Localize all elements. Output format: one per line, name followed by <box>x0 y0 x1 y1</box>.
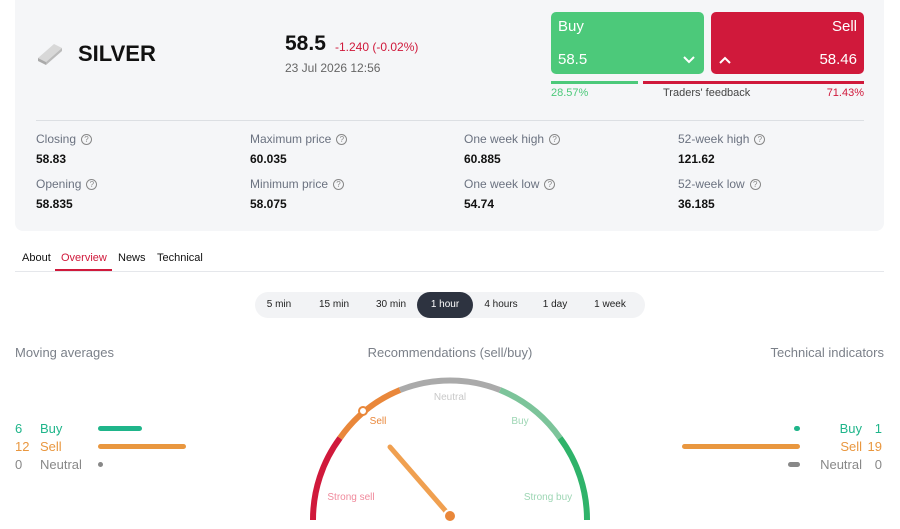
stat-value: 121.62 <box>678 152 715 166</box>
bar <box>793 426 800 431</box>
buy-label: Buy <box>558 18 584 35</box>
gauge-arc <box>337 387 402 440</box>
stat-label: 52-week low? <box>678 177 761 191</box>
stat-label: Maximum price? <box>250 132 348 146</box>
gauge-arc <box>557 436 591 521</box>
period-pill[interactable]: 1 day <box>542 299 568 310</box>
stat-value: 60.035 <box>250 152 287 166</box>
needle-hub <box>443 509 457 523</box>
feedback-label: Traders' feedback <box>663 87 751 99</box>
sell-button[interactable]: Sell 58.46 <box>711 12 864 74</box>
info-icon[interactable]: ? <box>333 179 345 190</box>
chevron <box>719 56 731 64</box>
section-title: Moving averages <box>15 345 114 360</box>
tab[interactable]: Technical <box>157 252 203 264</box>
period-pill[interactable]: 30 min <box>375 299 406 310</box>
tabs-divider <box>15 271 884 272</box>
sell-label: Sell <box>831 18 857 35</box>
gauge-label: Strong buy <box>524 492 572 503</box>
buy-button[interactable]: Buy 58.5 <box>551 12 704 74</box>
sell-share: 71.43% <box>826 87 864 99</box>
silver-icon <box>38 44 62 65</box>
info-icon[interactable]: ? <box>544 179 556 190</box>
instrument-name: SILVER <box>78 41 156 66</box>
count: 0 <box>874 457 882 472</box>
count: 6 <box>15 421 23 436</box>
stat-label: 52-week high? <box>678 132 766 146</box>
stat-value: 60.885 <box>464 152 501 166</box>
tab[interactable]: About <box>22 252 51 264</box>
gauge: Strong sell Sell Neutral Buy Strong buy <box>309 377 591 523</box>
sell-share-bar <box>643 81 864 84</box>
row-label: Neutral <box>40 457 82 472</box>
gauge-marker <box>358 406 368 416</box>
period-pill[interactable]: 15 min <box>318 299 349 310</box>
buy-share-bar <box>551 81 638 84</box>
row-label: Sell <box>840 439 862 454</box>
count: 12 <box>15 439 30 454</box>
info-icon[interactable]: ? <box>86 179 98 190</box>
gauge-arc <box>498 387 563 440</box>
stat-value: 58.075 <box>250 197 287 211</box>
info-icon[interactable]: ? <box>336 134 348 145</box>
row-label: Sell <box>40 439 62 454</box>
stat-label: One week low? <box>464 177 556 191</box>
gauge-label: Sell <box>370 416 387 427</box>
period-pill[interactable]: 4 hours <box>484 299 518 310</box>
info-icon[interactable]: ? <box>81 134 93 145</box>
section-title: Technical indicators <box>770 345 884 360</box>
stat-label: One week high? <box>464 132 561 146</box>
period-pill[interactable]: 1 hour <box>417 292 473 318</box>
gauge-label: Neutral <box>434 392 466 403</box>
tab[interactable]: News <box>118 252 146 264</box>
info-icon[interactable]: ? <box>749 179 761 190</box>
needle <box>387 444 453 519</box>
bar <box>98 444 186 449</box>
stat-label: Minimum price? <box>250 177 345 191</box>
period-pill[interactable]: 5 min <box>266 299 292 310</box>
stat-value: 54.74 <box>464 197 495 211</box>
stat-label: Opening? <box>36 177 98 191</box>
row-label: Neutral <box>820 457 862 472</box>
stat-value: 58.83 <box>36 152 67 166</box>
bar <box>788 462 800 467</box>
info-icon[interactable]: ? <box>754 134 766 145</box>
buy-price: 58.5 <box>558 51 588 68</box>
chevron <box>683 56 695 64</box>
gauge-arc <box>398 377 502 393</box>
row-label: Buy <box>40 421 63 436</box>
gauge-arc <box>309 436 343 521</box>
price: 58.5 <box>285 32 326 55</box>
divider <box>36 120 864 121</box>
stat-label: Closing? <box>36 132 93 146</box>
info-icon[interactable]: ? <box>549 134 561 145</box>
tab[interactable]: Overview <box>61 252 107 264</box>
sell-price: 58.46 <box>819 51 857 68</box>
count: 1 <box>874 421 882 436</box>
stat-value: 36.185 <box>678 197 715 211</box>
price-change: -1.240 (-0.02%) <box>335 40 419 54</box>
bar <box>682 444 800 449</box>
count: 19 <box>867 439 882 454</box>
gauge-label: Buy <box>511 416 528 427</box>
timestamp: 23 Jul 2026 12:56 <box>285 61 381 75</box>
row-label: Buy <box>839 421 862 436</box>
tab-underline <box>55 269 112 271</box>
bar <box>98 426 142 431</box>
section-title: Recommendations (sell/buy) <box>367 345 533 360</box>
stat-value: 58.835 <box>36 197 73 211</box>
gauge-label: Strong sell <box>327 492 374 503</box>
bar <box>98 462 103 467</box>
count: 0 <box>15 457 23 472</box>
buy-share: 28.57% <box>551 87 589 99</box>
period-pill[interactable]: 1 week <box>594 299 626 310</box>
